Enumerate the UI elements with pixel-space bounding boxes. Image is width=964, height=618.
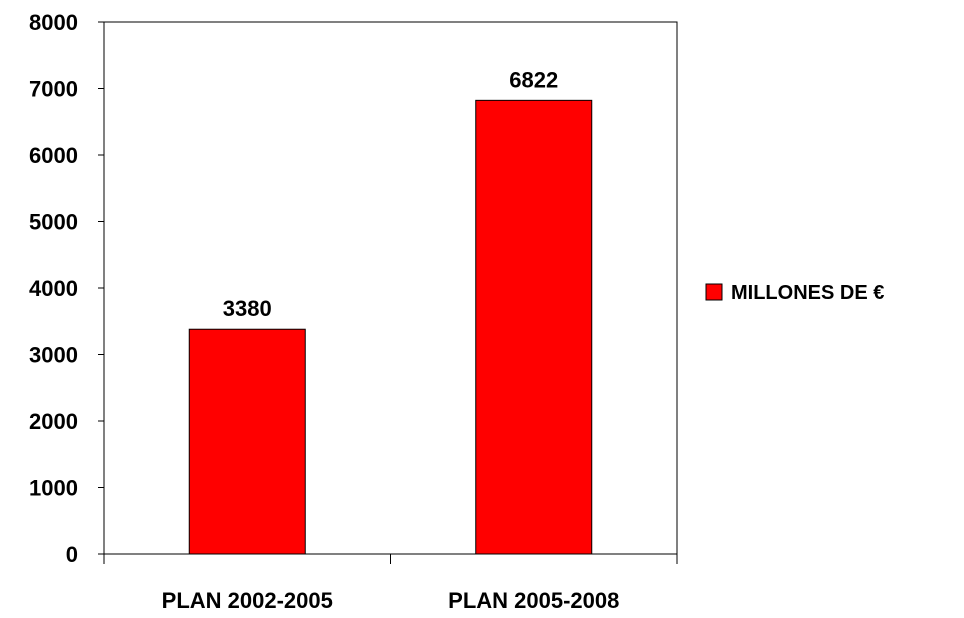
y-axis-tick-label: 3000 — [29, 343, 78, 368]
legend-swatch — [705, 283, 723, 301]
x-axis-category-label: PLAN 2002-2005 — [162, 588, 333, 613]
y-axis-tick-label: 4000 — [29, 276, 78, 301]
y-axis-tick-label: 7000 — [29, 77, 78, 102]
y-axis-tick-label: 0 — [66, 542, 78, 567]
legend-label: MILLONES DE € — [731, 282, 884, 304]
bar — [188, 328, 306, 555]
y-axis-tick-label: 2000 — [29, 409, 78, 434]
y-axis-tick-label: 6000 — [29, 143, 78, 168]
x-axis-category-label: PLAN 2005-2008 — [448, 588, 619, 613]
bar-data-label: 6822 — [509, 67, 558, 92]
y-axis-tick-label: 5000 — [29, 210, 78, 235]
y-axis-tick-label: 1000 — [29, 476, 78, 501]
bar — [475, 99, 593, 555]
bar-data-label: 3380 — [223, 296, 272, 321]
y-axis-tick-label: 8000 — [29, 10, 78, 35]
